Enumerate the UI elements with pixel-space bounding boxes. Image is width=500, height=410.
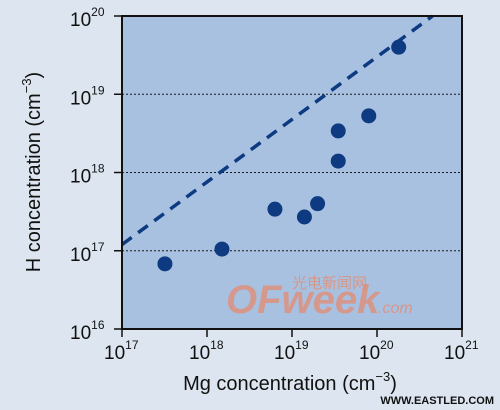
x-tick-label: 1018 bbox=[189, 338, 224, 364]
data-point bbox=[267, 201, 283, 217]
x-tick-label: 1019 bbox=[274, 338, 309, 364]
data-point bbox=[361, 108, 377, 124]
y-tick-label: 1017 bbox=[70, 240, 105, 266]
data-point bbox=[157, 256, 173, 272]
watermark-domain: .com bbox=[378, 300, 413, 317]
x-tick-label: 1021 bbox=[444, 338, 479, 364]
x-tick-label: 1020 bbox=[359, 338, 394, 364]
trend-line bbox=[120, 14, 434, 246]
data-points bbox=[157, 39, 407, 272]
data-point bbox=[330, 123, 346, 139]
data-point bbox=[391, 39, 407, 55]
data-point bbox=[310, 196, 326, 212]
y-tick-label: 1018 bbox=[70, 162, 105, 188]
x-tick-label: 1017 bbox=[104, 338, 139, 364]
watermark-chinese-text: 光电新闻网 bbox=[292, 274, 367, 292]
y-tick-label: 1019 bbox=[70, 83, 105, 109]
y-tick-label: 1016 bbox=[70, 318, 105, 344]
data-point bbox=[214, 241, 230, 257]
y-axis-ticks: 1016 1017 1018 1019 1020 bbox=[70, 5, 122, 344]
data-point bbox=[330, 153, 346, 169]
site-url-text: WWW.EASTLED.COM bbox=[380, 395, 494, 407]
x-axis-ticks: 1017 1018 1019 1020 1021 bbox=[104, 329, 479, 364]
data-point bbox=[296, 209, 312, 225]
y-axis-label: H concentration (cm−3) bbox=[19, 72, 45, 272]
x-axis-label: Mg concentration (cm−3) bbox=[183, 369, 397, 395]
y-tick-label: 1020 bbox=[70, 5, 105, 31]
watermark-logo: OFweek bbox=[226, 278, 381, 322]
